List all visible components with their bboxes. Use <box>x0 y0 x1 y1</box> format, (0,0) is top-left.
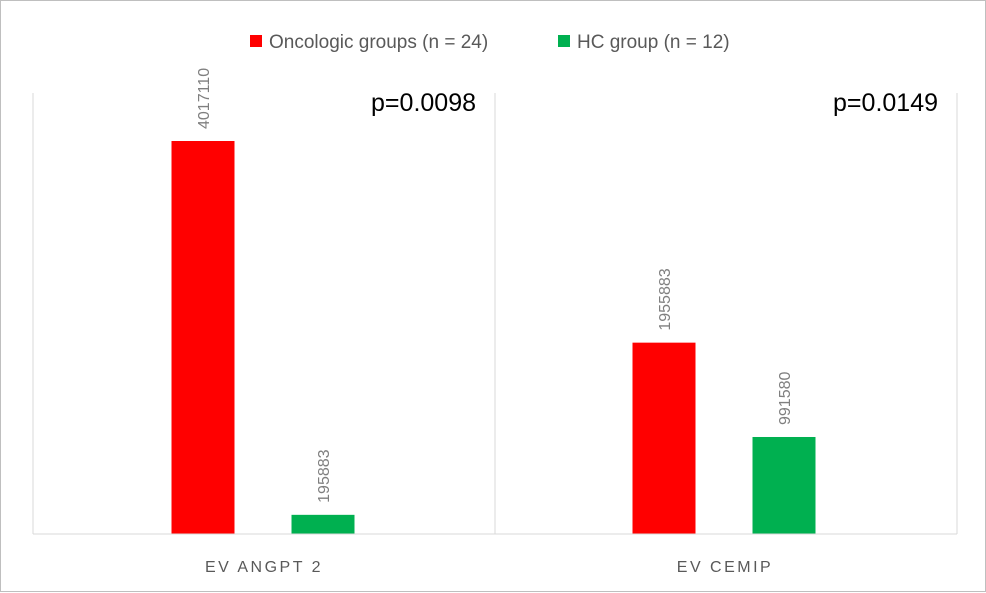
bar-hc-angpt2 <box>291 514 355 534</box>
category-label-ev-angpt2: EV ANGPT 2 <box>205 559 323 576</box>
p-value-annotation-angpt2: p=0.0098 <box>371 89 476 117</box>
category-label-ev-cemip: EV CEMIP <box>677 559 773 576</box>
legend-label-hc: HC group (n = 12) <box>577 32 730 53</box>
data-label-hc-cemip: 991580 <box>777 372 794 425</box>
p-value-annotation-cemip: p=0.0149 <box>833 89 938 117</box>
legend: Oncologic groups (n = 24) HC group (n = … <box>250 32 730 53</box>
bars-group <box>171 141 816 534</box>
legend-label-oncologic: Oncologic groups (n = 24) <box>269 32 488 53</box>
bar-oncologic-cemip <box>632 342 696 534</box>
legend-swatch-oncologic <box>250 35 262 47</box>
data-label-oncologic-cemip: 1955883 <box>657 268 674 330</box>
data-label-oncologic-angpt2: 4017110 <box>196 68 213 129</box>
bar-hc-cemip <box>752 436 816 534</box>
legend-swatch-hc <box>558 35 570 47</box>
data-label-hc-angpt2: 195883 <box>316 449 333 502</box>
data-labels-group: 4017110 195883 1955883 991580 <box>196 68 794 503</box>
bar-oncologic-angpt2 <box>171 141 235 534</box>
